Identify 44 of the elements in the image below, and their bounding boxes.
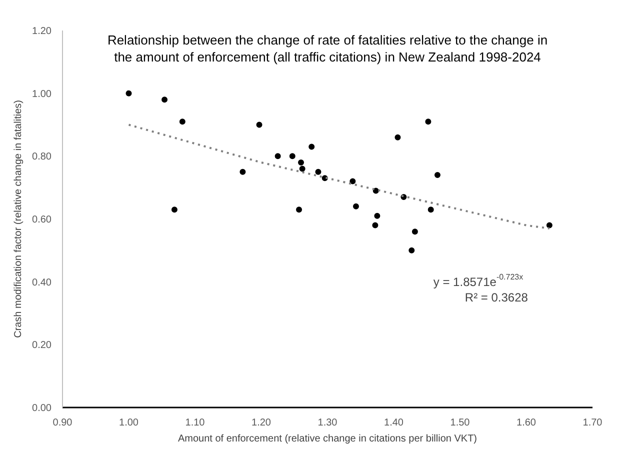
x-tick-label: 1.00 <box>119 418 139 428</box>
x-tick-label: 1.40 <box>384 418 404 428</box>
point <box>171 206 178 213</box>
point <box>256 122 262 128</box>
point <box>289 153 296 160</box>
point <box>428 206 434 213</box>
point <box>179 118 186 125</box>
point <box>308 144 315 150</box>
text: Relationship between the change of rate of fatalities relative to the change in the amount of enforcement (all traffic citations) in New Zealand 1998-2024 <box>107 32 548 64</box>
point <box>350 178 356 184</box>
y-tick-label: 0.40 <box>32 277 52 288</box>
y-tick-label: 1.20 <box>32 26 52 37</box>
point <box>315 168 322 175</box>
y-tick-label: 1.00 <box>32 88 52 100</box>
point <box>372 222 378 228</box>
x-axis-title: Amount of enforcement (relative change in citations per billion VKT) <box>178 434 478 444</box>
annotation: R² = 0.3628 <box>464 290 528 305</box>
point <box>126 90 132 96</box>
x-tick-label: 1.60 <box>516 418 536 428</box>
y-tick-label: 0.80 <box>32 152 52 163</box>
y-axis-title: Crash modification factor (relative change in fatalities) <box>13 100 24 338</box>
point <box>298 159 304 166</box>
y-tick-label: 0.00 <box>32 403 52 414</box>
y-tick-label: 0.60 <box>32 214 52 226</box>
point <box>408 247 415 254</box>
x-tick-label: 1.30 <box>318 418 338 428</box>
x-tick-label: 1.70 <box>582 418 603 428</box>
point <box>162 96 168 103</box>
x-tick-label: 0.90 <box>52 418 73 428</box>
point <box>425 118 432 125</box>
point <box>434 172 440 178</box>
x-tick-label: 1.20 <box>252 418 272 428</box>
y-tick-label: 0.20 <box>32 340 52 352</box>
point <box>394 134 401 140</box>
point <box>546 222 552 228</box>
point <box>274 153 281 160</box>
point <box>240 168 246 175</box>
point <box>299 166 306 172</box>
x-tick-label: 1.50 <box>450 418 470 428</box>
point <box>352 203 359 210</box>
point <box>296 206 302 213</box>
point <box>412 228 418 235</box>
x-tick-label: 1.10 <box>185 418 206 428</box>
point <box>374 212 380 219</box>
